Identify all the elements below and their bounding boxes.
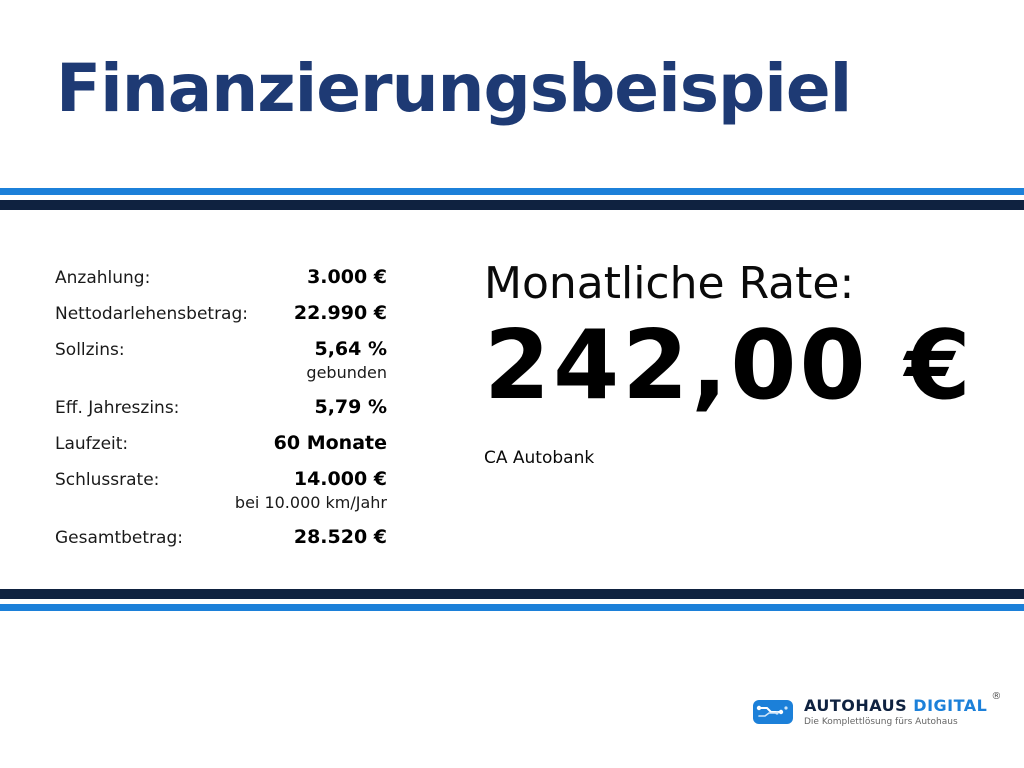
autohaus-digital-logo-icon [753, 700, 793, 724]
detail-row-nettodarlehensbetrag: Nettodarlehensbetrag: 22.990 € [55, 302, 387, 324]
divider-top-navy-bar [0, 200, 1024, 210]
detail-row-schlussrate: Schlussrate: 14.000 € bei 10.000 km/Jahr [55, 468, 387, 512]
logo-text: AUTOHAUS DIGITAL ® Die Komplettlösung fü… [804, 691, 1001, 727]
detail-row-eff-jahreszins: Eff. Jahreszins: 5,79 % [55, 396, 387, 418]
detail-value: 3.000 € [307, 266, 387, 288]
detail-value: 28.520 € [293, 526, 387, 548]
monthly-rate-block: Monatliche Rate: 242,00 € CA Autobank [484, 258, 1024, 468]
page-title: Finanzierungsbeispiel [56, 50, 852, 127]
detail-label: Anzahlung: [55, 268, 151, 288]
autohaus-digital-logo: AUTOHAUS DIGITAL ® Die Komplettlösung fü… [752, 691, 1001, 728]
detail-row-laufzeit: Laufzeit: 60 Monate [55, 432, 387, 454]
detail-label: Laufzeit: [55, 434, 129, 454]
detail-label: Gesamtbetrag: [55, 528, 183, 548]
brand-tagline: Die Komplettlösung fürs Autohaus [804, 716, 958, 727]
brand-primary: AUTOHAUS [804, 696, 908, 716]
bank-name: CA Autobank [484, 448, 595, 468]
detail-label: Sollzins: [55, 340, 125, 360]
divider-bottom-navy-bar [0, 589, 1024, 599]
divider-top-gap [0, 195, 1024, 200]
detail-row-anzahlung: Anzahlung: 3.000 € [55, 266, 387, 288]
detail-label: Schlussrate: [55, 470, 160, 490]
divider-top [0, 188, 1024, 210]
divider-bottom [0, 589, 1024, 611]
divider-bottom-gap [0, 599, 1024, 604]
registered-trademark-symbol: ® [991, 691, 1002, 703]
divider-bottom-blue-bar [0, 604, 1024, 611]
detail-note: gebunden [306, 363, 387, 382]
brand-name: AUTOHAUS DIGITAL [804, 697, 987, 715]
monthly-rate-value: 242,00 € [484, 311, 974, 421]
detail-value: 60 Monate [273, 432, 387, 454]
detail-label: Nettodarlehensbetrag: [55, 304, 248, 324]
monthly-rate-label: Monatliche Rate: [484, 258, 855, 309]
detail-row-sollzins: Sollzins: 5,64 % gebunden [55, 338, 387, 382]
detail-label: Eff. Jahreszins: [55, 398, 180, 418]
detail-value: 5,79 % [314, 396, 387, 418]
detail-value: 22.990 € [293, 302, 387, 324]
divider-top-blue-bar [0, 188, 1024, 195]
financing-details: Anzahlung: 3.000 € Nettodarlehensbetrag:… [55, 266, 387, 562]
detail-value: 14.000 € [293, 468, 387, 490]
detail-value: 5,64 % [314, 338, 387, 360]
detail-note: bei 10.000 km/Jahr [234, 493, 387, 512]
detail-row-gesamtbetrag: Gesamtbetrag: 28.520 € [55, 526, 387, 548]
brand-secondary: DIGITAL [913, 696, 988, 716]
